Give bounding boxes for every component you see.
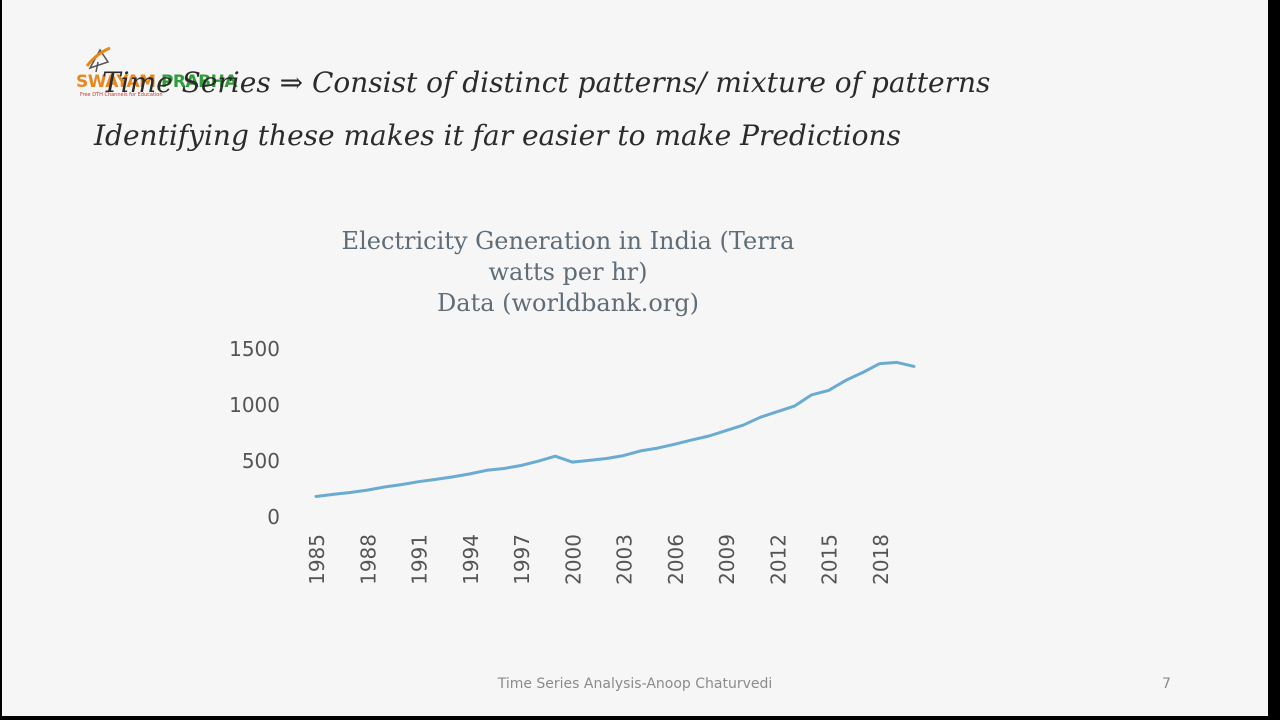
x-tick-label: 2000 (561, 534, 585, 585)
swayam-prabha-logo: SWAYAM PRABHA Free DTH Channels for Educ… (76, 44, 238, 104)
chart-title-line: watts per hr) (488, 258, 648, 286)
logo-tagline: Free DTH Channels for Education (80, 92, 163, 98)
logo-text: SWAYAM PRABHA (76, 72, 238, 92)
x-tick-label: 2006 (664, 534, 688, 585)
slide-heading-line-1: Time Series ⇒ Consist of distinct patter… (102, 66, 991, 99)
chart-title: Electricity Generation in India (Terra w… (288, 226, 848, 319)
chart-title-line: Data (worldbank.org) (437, 289, 699, 317)
x-tick-label: 1988 (356, 534, 380, 585)
series-line (314, 360, 916, 498)
y-tick-label: 1000 (229, 393, 280, 417)
logo-text-prabha: PRABHA (160, 72, 238, 92)
logo-text-swayam: SWAYAM (76, 72, 161, 92)
x-tick-label: 1985 (305, 534, 329, 585)
x-tick-label: 1997 (510, 534, 534, 585)
slide-footer: Time Series Analysis-Anoop Chaturvedi (497, 676, 773, 692)
y-tick-label: 0 (267, 505, 280, 529)
x-tick-label: 1994 (459, 534, 483, 585)
x-tick-label: 2009 (715, 534, 739, 585)
y-tick-label: 500 (242, 449, 280, 473)
chart-title-line: Electricity Generation in India (Terra (341, 227, 795, 255)
y-tick-label: 1500 (229, 337, 280, 361)
x-tick-label: 2003 (613, 534, 637, 585)
x-tick-label: 2015 (818, 534, 842, 585)
slide-heading-line-2: Identifying these makes it far easier to… (94, 119, 901, 152)
x-tick-label: 2018 (869, 534, 893, 585)
x-tick-label: 2012 (766, 534, 790, 585)
satellite-dish-icon (85, 46, 111, 73)
x-tick-label: 1991 (408, 534, 432, 585)
page-number: 7 (1162, 676, 1171, 692)
